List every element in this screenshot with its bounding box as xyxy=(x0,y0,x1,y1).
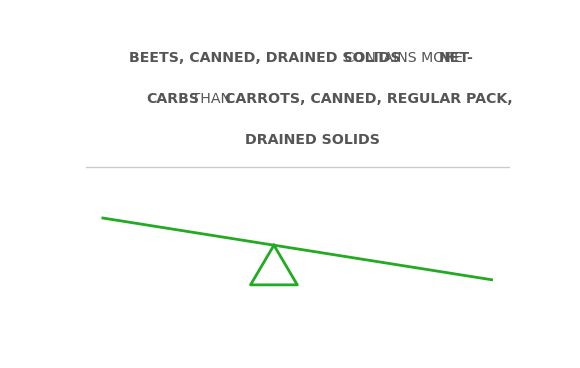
Text: DRAINED SOLIDS: DRAINED SOLIDS xyxy=(245,134,380,148)
Text: CARBS: CARBS xyxy=(146,92,200,106)
Text: CARROTS, CANNED, REGULAR PACK,: CARROTS, CANNED, REGULAR PACK, xyxy=(225,92,513,106)
Text: NET-: NET- xyxy=(438,51,473,65)
Text: THAN: THAN xyxy=(187,92,236,106)
Text: BEETS, CANNED, DRAINED SOLIDS: BEETS, CANNED, DRAINED SOLIDS xyxy=(129,51,401,65)
Text: CONTAINS MORE: CONTAINS MORE xyxy=(340,51,467,65)
